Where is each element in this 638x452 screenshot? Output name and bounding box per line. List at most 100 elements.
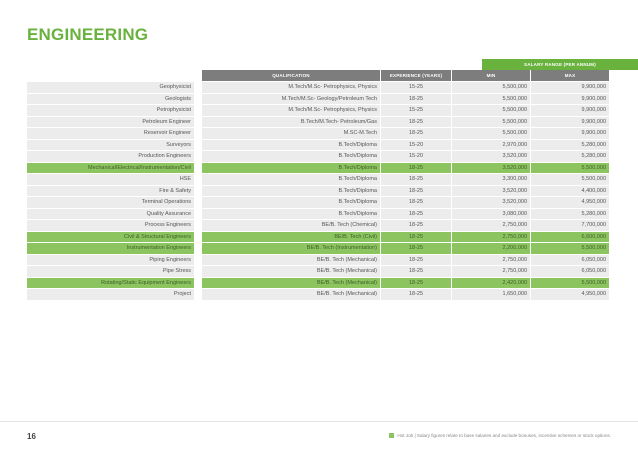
header-qualification: QUALIFICATION xyxy=(202,70,380,81)
footer-divider xyxy=(0,421,638,422)
experience-cell: 18-25 xyxy=(381,231,451,242)
max-salary-cell: 6,050,000 xyxy=(531,266,609,277)
table-row: Pipe Stress BE/B. Tech (Mechanical) 18-25 2… xyxy=(27,266,638,278)
table-body: Geophysicist M.Tech/M.Sc- Petrophysics, P… xyxy=(27,82,638,301)
role-cell: Production Engineers xyxy=(27,151,194,162)
experience-cell: 18-25 xyxy=(381,185,451,196)
role-cell: Mechanical/Electrical/Instrumentation/Ci… xyxy=(27,162,194,173)
salary-range-header: SALARY RANGE (PER ANNUM) xyxy=(482,59,638,70)
header-max: MAX xyxy=(531,70,609,81)
max-salary-cell: 5,500,000 xyxy=(531,243,609,254)
max-salary-cell: 5,280,000 xyxy=(531,208,609,219)
min-salary-cell: 5,500,000 xyxy=(452,93,530,104)
min-salary-cell: 3,520,000 xyxy=(452,197,530,208)
role-cell: Fire & Safety xyxy=(27,185,194,196)
role-cell: Petroleum Engineer xyxy=(27,116,194,127)
max-salary-cell: 9,900,000 xyxy=(531,116,609,127)
qualification-cell: B.Tech/Diploma xyxy=(202,197,380,208)
role-cell: Piping Engineers xyxy=(27,254,194,265)
qualification-cell: B.Tech/Diploma xyxy=(202,151,380,162)
header-experience: EXPERIENCE (YEARS) xyxy=(381,70,451,81)
table-row: Geophysicist M.Tech/M.Sc- Petrophysics, P… xyxy=(27,82,638,94)
row-spacer xyxy=(194,163,202,174)
max-salary-cell: 5,500,000 xyxy=(531,162,609,173)
hot-job-swatch xyxy=(389,433,395,438)
role-cell: HSE xyxy=(27,174,194,185)
table-row: Rotating/Static Equipment Engineers BE/B.… xyxy=(27,277,638,289)
experience-cell: 18-25 xyxy=(381,220,451,231)
qualification-cell: M.Tech/M.Sc- Petrophysics, Physics xyxy=(202,105,380,116)
min-salary-cell: 3,080,000 xyxy=(452,208,530,219)
table-row: Production Engineers B.Tech/Diploma 15-20 3… xyxy=(27,151,638,163)
min-salary-cell: 1,650,000 xyxy=(452,289,530,300)
row-spacer xyxy=(194,220,202,231)
max-salary-cell: 4,950,000 xyxy=(531,289,609,300)
experience-cell: 18-25 xyxy=(381,277,451,288)
table-row: Piping Engineers BE/B. Tech (Mechanical) 1… xyxy=(27,254,638,266)
table-row: Project BE/B. Tech (Mechanical) 18-25 1,650… xyxy=(27,289,638,301)
qualification-cell: M.Tech/M.Sc- Petrophysics, Physics xyxy=(202,82,380,93)
qualification-cell: B.Tech/Diploma xyxy=(202,162,380,173)
role-cell: Reservoir Engineer xyxy=(27,128,194,139)
row-spacer xyxy=(194,94,202,105)
page-number: 16 xyxy=(27,432,36,441)
footnote-text: Hot Job | Salary figures relate to base … xyxy=(397,433,611,438)
min-salary-cell: 2,750,000 xyxy=(452,266,530,277)
row-spacer xyxy=(194,243,202,254)
experience-cell: 18-25 xyxy=(381,266,451,277)
table-row: Process Engineers BE/B. Tech (Chemical) 18… xyxy=(27,220,638,232)
qualification-cell: BE/B. Tech (Civil) xyxy=(202,231,380,242)
experience-cell: 18-25 xyxy=(381,128,451,139)
row-spacer xyxy=(194,82,202,93)
min-salary-cell: 3,520,000 xyxy=(452,151,530,162)
max-salary-cell: 4,950,000 xyxy=(531,197,609,208)
qualification-cell: BE/B. Tech (Chemical) xyxy=(202,220,380,231)
table-row: Civil & Structural Engineers BE/B. Tech (… xyxy=(27,231,638,243)
min-salary-cell: 3,520,000 xyxy=(452,162,530,173)
min-salary-cell: 2,750,000 xyxy=(452,254,530,265)
experience-cell: 18-25 xyxy=(381,197,451,208)
table-header-row: QUALIFICATION EXPERIENCE (YEARS) MIN MAX xyxy=(27,70,638,81)
row-spacer xyxy=(194,232,202,243)
min-salary-cell: 5,500,000 xyxy=(452,105,530,116)
experience-cell: 15-25 xyxy=(381,105,451,116)
max-salary-cell: 5,280,000 xyxy=(531,139,609,150)
min-salary-cell: 2,200,000 xyxy=(452,243,530,254)
qualification-cell: B.Tech/Diploma xyxy=(202,174,380,185)
min-salary-cell: 3,300,000 xyxy=(452,174,530,185)
max-salary-cell: 5,500,000 xyxy=(531,174,609,185)
role-cell: Quality Assurance xyxy=(27,208,194,219)
max-salary-cell: 9,900,000 xyxy=(531,105,609,116)
row-spacer xyxy=(194,255,202,266)
row-spacer xyxy=(194,128,202,139)
table-row: Terminal Operations B.Tech/Diploma 18-25 3,… xyxy=(27,197,638,209)
qualification-cell: M.SC-M.Tech xyxy=(202,128,380,139)
row-spacer xyxy=(194,289,202,300)
table-row: Petrophysicist M.Tech/M.Sc- Petrophysics,… xyxy=(27,105,638,117)
role-cell: Geologists xyxy=(27,93,194,104)
table-row: Mechanical/Electrical/Instrumentation/Ci… xyxy=(27,162,638,174)
qualification-cell: BE/B. Tech (Mechanical) xyxy=(202,277,380,288)
experience-cell: 18-25 xyxy=(381,208,451,219)
min-salary-cell: 5,500,000 xyxy=(452,128,530,139)
experience-cell: 15-20 xyxy=(381,151,451,162)
min-salary-cell: 5,500,000 xyxy=(452,116,530,127)
max-salary-cell: 7,700,000 xyxy=(531,220,609,231)
experience-cell: 18-25 xyxy=(381,116,451,127)
max-salary-cell: 5,280,000 xyxy=(531,151,609,162)
row-spacer xyxy=(194,174,202,185)
row-spacer xyxy=(194,151,202,162)
role-cell: Terminal Operations xyxy=(27,197,194,208)
footnote: Hot Job | Salary figures relate to base … xyxy=(389,433,611,438)
experience-cell: 18-25 xyxy=(381,289,451,300)
table-row: Fire & Safety B.Tech/Diploma 18-25 3,520,00… xyxy=(27,185,638,197)
role-cell: Geophysicist xyxy=(27,82,194,93)
table-row: Quality Assurance B.Tech/Diploma 18-25 3,08… xyxy=(27,208,638,220)
table-row: Instrumentation Engineers BE/B. Tech (Ins… xyxy=(27,243,638,255)
experience-cell: 18-25 xyxy=(381,243,451,254)
qualification-cell: B.Tech/Diploma xyxy=(202,139,380,150)
row-spacer xyxy=(194,105,202,116)
role-cell: Rotating/Static Equipment Engineers xyxy=(27,277,194,288)
max-salary-cell: 5,500,000 xyxy=(531,277,609,288)
max-salary-cell: 9,900,000 xyxy=(531,82,609,93)
